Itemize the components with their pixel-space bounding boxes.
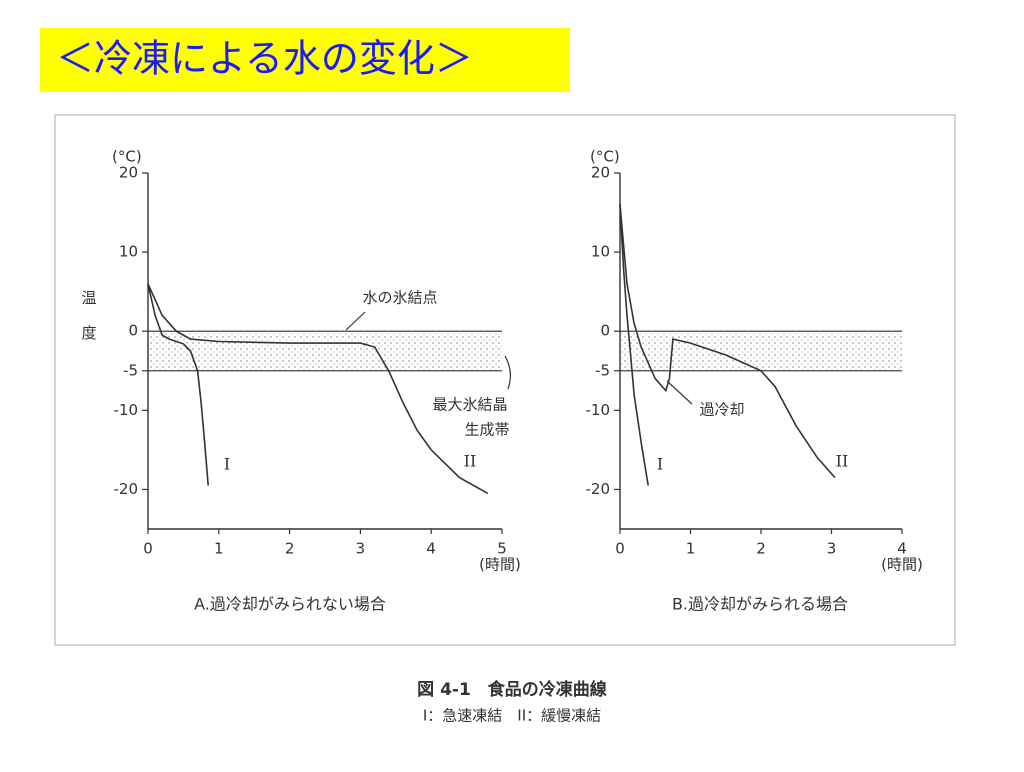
caption-title: 図 4-1 食品の冷凍曲線 (417, 679, 607, 700)
annotation-arrow (345, 311, 366, 331)
curve (147, 283, 209, 486)
x-tick-label: 0 (143, 540, 153, 558)
annotation: 水の氷結点 (362, 289, 437, 307)
curve (619, 204, 649, 486)
y-unit: (°C) (590, 148, 620, 166)
annotation: 過冷却 (699, 401, 744, 419)
annotation-arrow (666, 380, 693, 405)
curve (147, 283, 489, 495)
x-tick-label: 2 (756, 540, 766, 558)
y-tick-label: 0 (600, 322, 610, 340)
shaded-band (148, 331, 502, 371)
y-tick-label: -10 (114, 401, 139, 419)
y-tick-label: 20 (591, 164, 610, 182)
annotation: 生成帯 (464, 421, 509, 439)
x-tick-label: 0 (615, 540, 625, 558)
figure-frame (54, 114, 956, 646)
y-axis-label: 温度 (80, 290, 98, 360)
x-tick-label: 2 (285, 540, 295, 558)
chart-title: B.過冷却がみられる場合 (672, 595, 848, 614)
x-tick-label: 1 (686, 540, 696, 558)
series-label: I (224, 455, 230, 474)
annotation-arrow (504, 355, 511, 390)
x-tick-label: 4 (426, 540, 436, 558)
series-label: II (836, 452, 849, 471)
y-tick-label: 20 (119, 164, 138, 182)
curve (619, 204, 836, 479)
y-tick-label: 0 (128, 322, 138, 340)
y-tick-label: -20 (114, 480, 139, 498)
annotation: 最大氷結晶 (432, 396, 507, 414)
x-axis-label: (時間) (479, 556, 521, 574)
y-tick-label: -5 (595, 361, 610, 379)
x-tick-label: 3 (827, 540, 837, 558)
title-box (40, 28, 570, 92)
y-tick-label: -20 (586, 480, 611, 498)
series-label: II (464, 452, 477, 471)
x-tick-label: 1 (214, 540, 224, 558)
y-unit: (°C) (112, 148, 142, 166)
chart-title: A.過冷却がみられない場合 (194, 595, 386, 614)
y-tick-label: -5 (123, 361, 138, 379)
x-tick-label: 3 (356, 540, 366, 558)
shaded-band (620, 331, 902, 371)
series-label: I (657, 455, 663, 474)
x-axis-label: (時間) (881, 556, 923, 574)
x-tick-label: 4 (897, 540, 907, 558)
slide-title: ＜冷凍による水の変化＞ (56, 37, 473, 81)
y-tick-label: 10 (119, 243, 138, 261)
caption-note: I：急速凍結 II：緩慢凍結 (423, 707, 601, 725)
x-tick-label: 5 (497, 540, 507, 558)
y-tick-label: 10 (591, 243, 610, 261)
y-tick-label: -10 (586, 401, 611, 419)
